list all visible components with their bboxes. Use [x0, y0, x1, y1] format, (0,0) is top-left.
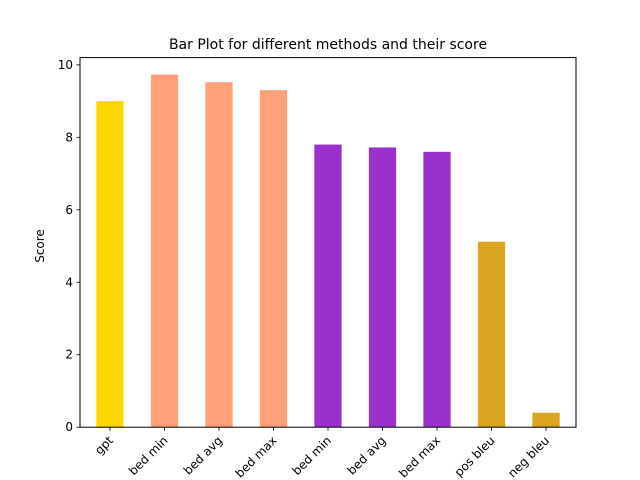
- bar: [205, 82, 233, 428]
- y-tick-label: 6: [65, 203, 73, 217]
- x-tick-label: gpt: [92, 433, 116, 457]
- x-ticks-group: gpt bed min bed avg bed max bed min bed avg be…: [92, 427, 552, 480]
- y-ticks-group: 0 2 4 6 8 10: [58, 58, 80, 434]
- y-tick-label: 4: [65, 275, 73, 289]
- x-tick-label: bed max: [396, 433, 443, 480]
- y-tick-label: 0: [65, 420, 73, 434]
- x-tick-label: bed avg: [344, 433, 388, 477]
- plot-frame: [79, 57, 577, 428]
- x-tick-label: pos bleu: [452, 433, 498, 479]
- bar: [423, 151, 451, 428]
- x-tick-label: bed min: [126, 433, 171, 478]
- y-tick-label: 10: [58, 58, 73, 72]
- bar: [477, 241, 506, 428]
- x-tick-label: bed avg: [181, 433, 225, 477]
- bar: [314, 144, 342, 428]
- bar: [368, 147, 397, 428]
- bar: [259, 90, 288, 428]
- bar: [532, 412, 560, 428]
- bar: [96, 101, 124, 428]
- bars-group: [96, 74, 560, 428]
- bar: [150, 74, 179, 428]
- x-tick-label: bed max: [233, 433, 280, 480]
- y-axis-label: Score: [33, 229, 47, 263]
- chart-title: Bar Plot for different methods and their…: [169, 37, 487, 53]
- y-tick-label: 2: [65, 348, 73, 362]
- x-tick-label: bed min: [290, 433, 335, 478]
- y-tick-label: 8: [65, 130, 73, 144]
- x-tick-label: neg bleu: [505, 433, 552, 480]
